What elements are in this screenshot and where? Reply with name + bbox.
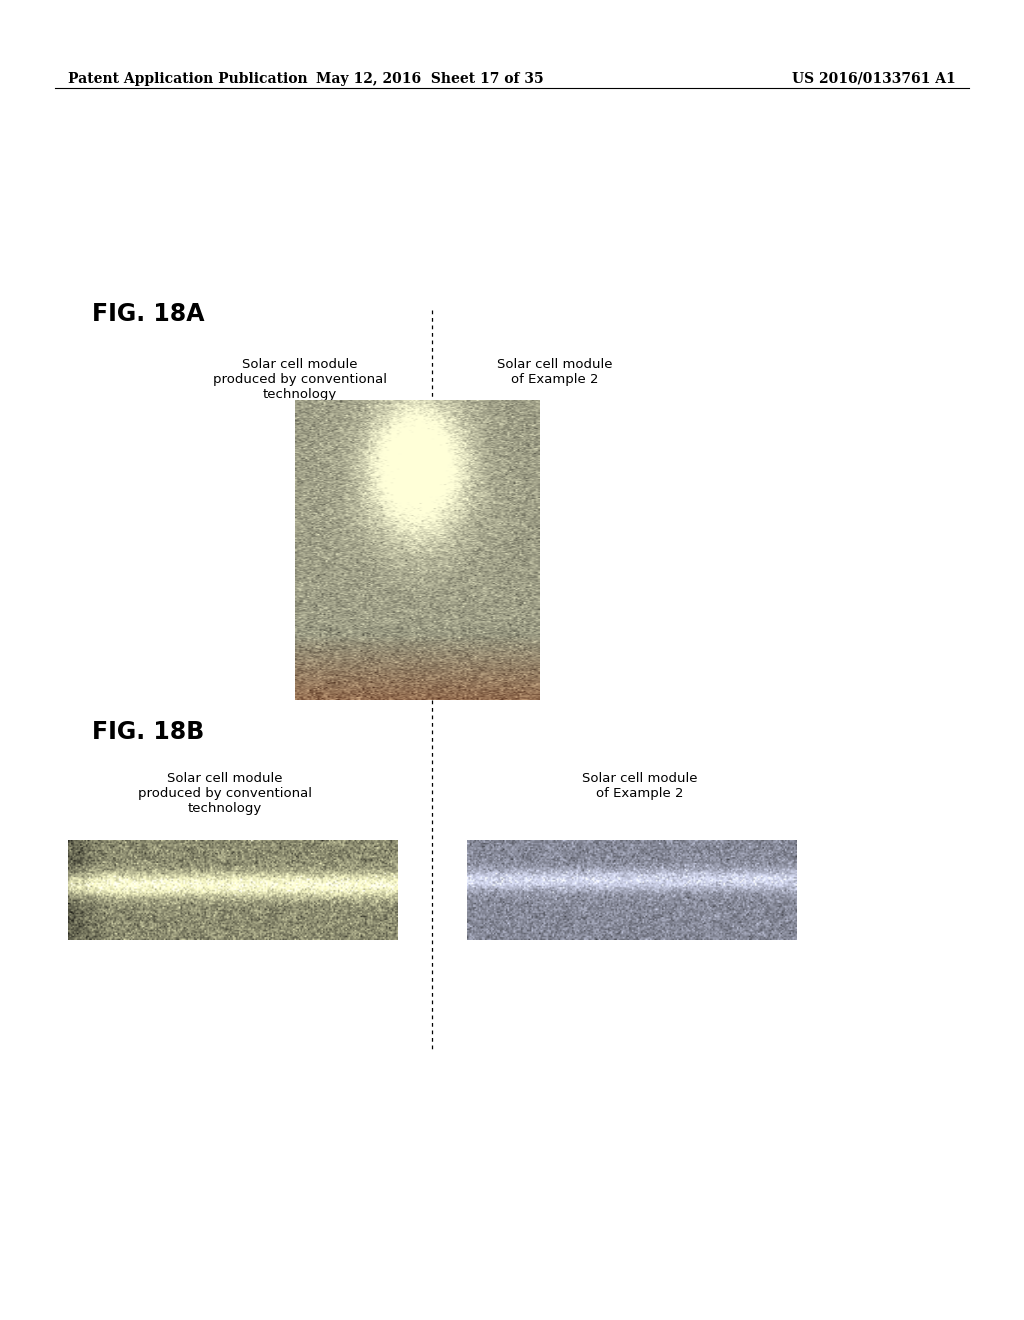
Text: Solar cell module
of Example 2: Solar cell module of Example 2 <box>583 772 697 800</box>
Text: Patent Application Publication: Patent Application Publication <box>68 73 307 86</box>
Text: Solar cell module
of Example 2: Solar cell module of Example 2 <box>498 358 612 385</box>
Text: Solar cell module
produced by conventional
technology: Solar cell module produced by convention… <box>138 772 312 814</box>
Text: Solar cell module
produced by conventional
technology: Solar cell module produced by convention… <box>213 358 387 401</box>
Text: US 2016/0133761 A1: US 2016/0133761 A1 <box>793 73 956 86</box>
Text: FIG. 18A: FIG. 18A <box>92 302 205 326</box>
Text: May 12, 2016  Sheet 17 of 35: May 12, 2016 Sheet 17 of 35 <box>316 73 544 86</box>
Text: FIG. 18B: FIG. 18B <box>92 719 204 744</box>
